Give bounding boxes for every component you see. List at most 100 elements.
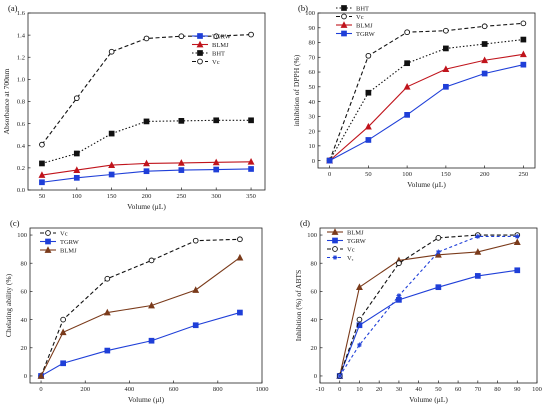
- data-point: [365, 52, 372, 59]
- x-tick-label: 50: [435, 386, 442, 393]
- legend-swatch-marker: [45, 238, 51, 245]
- panel-label: (d): [300, 218, 310, 228]
- data-point: [396, 297, 402, 303]
- x-tick-label: 10: [356, 386, 363, 393]
- data-point: [104, 347, 111, 354]
- data-point: [108, 130, 115, 137]
- y-axis-title: Inhibition (%) of ABTS: [294, 270, 303, 341]
- data-point: [247, 158, 255, 165]
- y-tick-label: 0.6: [17, 121, 26, 128]
- legend-label: Vc: [356, 14, 364, 21]
- x-tick-label: 30: [396, 386, 403, 393]
- y-tick-label: 0: [24, 373, 27, 380]
- data-point: [326, 157, 333, 164]
- x-tick-label: 1000: [256, 386, 269, 393]
- legend-label: BLMJ: [60, 247, 77, 254]
- x-tick-label: 800: [213, 386, 223, 393]
- y-tick-label: 0.4: [17, 143, 26, 150]
- y-tick-label: 80: [21, 260, 28, 267]
- data-point: [38, 171, 46, 178]
- panel-c: (c) 0 200 400 600 800 1000 0 20 40 60 80 100 Volume (…: [4, 218, 269, 404]
- series-line-0: [339, 241, 518, 377]
- plot-frame: [29, 227, 263, 384]
- y-tick-label: 0.8: [17, 99, 25, 106]
- legend-label: Vc: [212, 59, 220, 66]
- x-tick-label: 0: [39, 386, 42, 393]
- data-point: [148, 337, 155, 344]
- panel-a: (a) 50 100 150 200 250 300 350 0.0 0.2 0.4 0.6 0.8 1.…: [2, 3, 266, 211]
- x-tick-label: 50: [39, 193, 46, 200]
- series-line-2: [40, 257, 241, 377]
- data-point: [236, 253, 244, 261]
- data-point: [39, 141, 45, 148]
- y-tick-label: 40: [309, 99, 316, 106]
- series-line-0: [329, 39, 524, 161]
- data-point: [39, 179, 45, 186]
- x-tick-label: 200: [80, 386, 90, 393]
- y-tick-label: 100: [307, 232, 317, 239]
- data-point: [403, 83, 411, 90]
- legend-label: TGRW: [212, 33, 232, 40]
- y-tick-label: 100: [305, 10, 315, 17]
- x-tick-label: 250: [519, 171, 529, 178]
- legend-label: TGRW: [60, 239, 80, 246]
- legend-label: BLMJ: [212, 42, 229, 49]
- y-tick-label: 60: [21, 289, 28, 296]
- x-tick-label: 60: [455, 386, 462, 393]
- legend-swatch-marker: [197, 50, 203, 56]
- series-line-0: [40, 238, 240, 377]
- data-point: [365, 89, 372, 96]
- data-point: [213, 166, 220, 173]
- data-point: [104, 275, 111, 282]
- plot-frame: [319, 227, 538, 384]
- legend-label: BHT: [212, 50, 225, 57]
- y-tick-label: 80: [309, 40, 316, 47]
- data-point: [481, 41, 488, 47]
- data-point: [520, 61, 527, 68]
- x-tick-label: 400: [125, 386, 135, 393]
- legend-swatch-marker: [197, 58, 203, 65]
- data-point: [356, 316, 363, 323]
- legend-label: TGRW: [356, 31, 376, 38]
- data-point: [108, 171, 115, 178]
- series-line-2: [41, 119, 252, 164]
- y-tick-label: 0.0: [17, 187, 25, 194]
- data-point: [37, 372, 45, 379]
- y-tick-label: 100: [17, 232, 27, 239]
- y-tick-label: 20: [21, 345, 28, 352]
- data-point: [365, 137, 372, 143]
- x-tick-label: 350: [246, 193, 256, 200]
- data-point: [192, 237, 199, 244]
- x-tick-label: 200: [480, 171, 490, 178]
- x-tick-label: 50: [365, 171, 372, 178]
- data-point: [443, 27, 449, 34]
- data-point: [177, 159, 185, 166]
- y-axis-title: Chelating ability (%): [4, 273, 13, 337]
- x-tick-label: 80: [494, 386, 501, 393]
- x-tick-label: 100: [532, 386, 542, 393]
- data-point: [435, 284, 442, 291]
- y-tick-label: 1.2: [17, 54, 25, 61]
- legend-label: BHT: [356, 5, 369, 12]
- data-point: [148, 301, 155, 309]
- y-tick-label: 80: [311, 260, 318, 267]
- series-line-1: [339, 269, 518, 377]
- x-tick-label: 90: [514, 386, 521, 393]
- data-point: [108, 48, 115, 55]
- y-tick-label: 50: [309, 84, 316, 91]
- x-tick-label: 150: [107, 193, 117, 200]
- data-point: [143, 168, 150, 175]
- x-tick-label: 0: [338, 386, 341, 393]
- data-point: [143, 35, 150, 42]
- x-tick-label: -10: [316, 386, 325, 393]
- data-point: [248, 117, 254, 124]
- y-tick-label: 60: [311, 289, 318, 296]
- y-tick-label: 10: [309, 143, 316, 150]
- data-point: [520, 20, 527, 27]
- panel-label: (c): [10, 218, 20, 228]
- legend-label: Vc: [60, 230, 68, 237]
- series-line-2: [329, 53, 524, 162]
- y-tick-label: 1.6: [17, 10, 26, 17]
- data-point: [237, 236, 243, 243]
